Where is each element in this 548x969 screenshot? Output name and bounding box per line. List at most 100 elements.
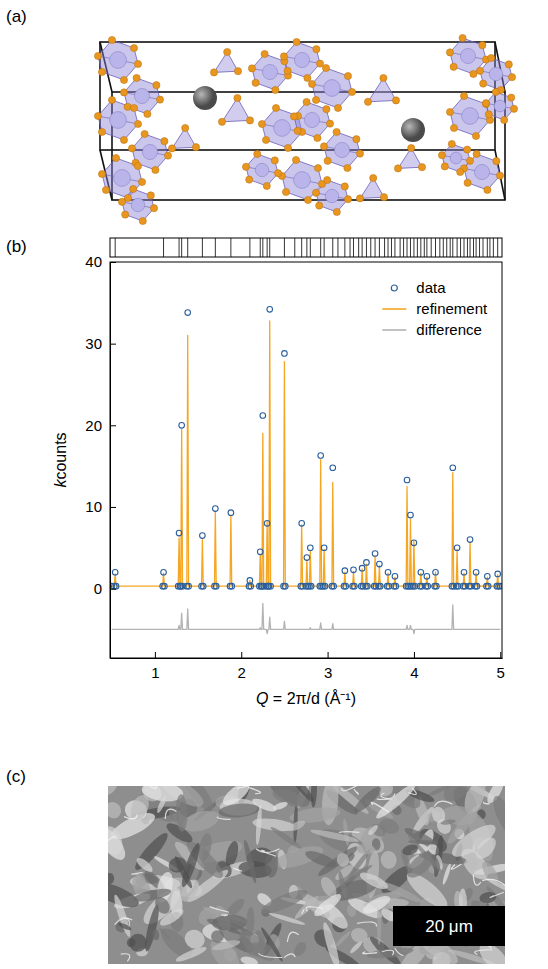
anion-atom [242,163,249,170]
grain [448,819,501,862]
grain [320,921,342,964]
cation-atom [193,86,217,110]
anion-atom [333,208,340,215]
diffraction-chart: 01020304012345Q = 2π/d (Å⁻¹)kcountsdatar… [52,238,505,707]
grain-edge [217,817,231,819]
data-point [392,574,398,580]
grain [112,894,133,939]
plot-frame [110,262,502,658]
grain-edge [371,802,389,812]
reflection-markers [110,238,502,257]
data-point [485,583,491,589]
octahedron [98,100,138,140]
anion-atom [271,157,278,164]
grain [367,824,380,837]
reflection-tick [420,238,421,257]
grain [108,878,142,912]
data-point [351,567,357,573]
series-line [112,321,501,586]
cation-atom [401,118,425,142]
data-point [331,583,337,589]
data-point [228,510,234,516]
anion-atom [492,88,499,95]
crystal-structure [94,34,517,224]
data-point [321,545,327,551]
grain-edge [248,787,260,793]
reflection-tick [417,238,418,257]
anion-atom [293,38,300,45]
grain [151,928,160,941]
y-tick-mark [110,589,116,590]
x-tick-mark [328,652,329,658]
grain [430,805,447,824]
data-point [213,506,219,512]
reflection-tick [179,238,180,257]
grain [235,926,279,964]
anion-atom [484,186,491,193]
grain-edge [108,837,116,843]
legend-swatch [382,329,406,331]
reflection-tick [452,238,453,257]
plot-marks [110,307,502,634]
reflection-tick [470,238,471,257]
anion-atom [134,60,141,67]
reflection-tick [400,238,401,257]
data-point [282,583,288,589]
anion-atom [476,67,483,74]
anion-atom [120,89,127,96]
data-point [176,530,182,536]
data-point [318,453,324,459]
reflection-tick [473,238,474,257]
series-line [112,603,501,633]
legend-label: data [416,279,446,296]
grain [245,941,266,957]
y-tick-label: 20 [85,417,102,434]
anion-atom [254,150,261,157]
grain-edge [339,832,359,833]
anion-atom [248,65,255,72]
grain [242,839,258,884]
data-point [352,583,358,589]
grain-edge [221,915,227,916]
anion-atom [344,72,351,79]
anion-atom [341,183,348,190]
data-point [267,307,273,313]
anion-atom [147,192,154,199]
anion-atom [324,176,331,183]
data-point [424,574,430,580]
anion-atom [472,132,479,139]
reflection-tick [262,238,263,257]
reflection-tick [249,238,250,257]
legend-swatch [391,285,397,291]
grain-edge [395,948,404,956]
data-point [485,574,491,580]
grain [335,851,351,868]
grain [174,945,207,964]
metal-atom [134,88,149,103]
reflection-tick [366,238,367,257]
data-point [282,351,288,357]
metal-atom [262,64,277,79]
anion-atom [272,86,279,93]
anion-atom [316,202,323,209]
grain-edge [382,950,394,955]
reflection-tick [320,238,321,257]
reflection-tick [163,238,164,257]
anion-atom [488,54,495,61]
grain [349,926,370,945]
metal-atom [462,108,479,125]
anion-atom [246,117,253,124]
anion-atom [333,128,340,135]
data-point [260,413,266,419]
anion-atom [314,134,321,141]
reflection-tick [181,238,182,257]
data-point [343,583,349,589]
reflection-tick [202,238,203,257]
grain-edge [482,879,505,886]
grain [269,825,303,851]
reflection-tick [493,238,494,257]
anion-atom [130,44,137,51]
anion-atom [450,63,457,70]
data-point [433,569,439,575]
data-point [308,545,314,551]
